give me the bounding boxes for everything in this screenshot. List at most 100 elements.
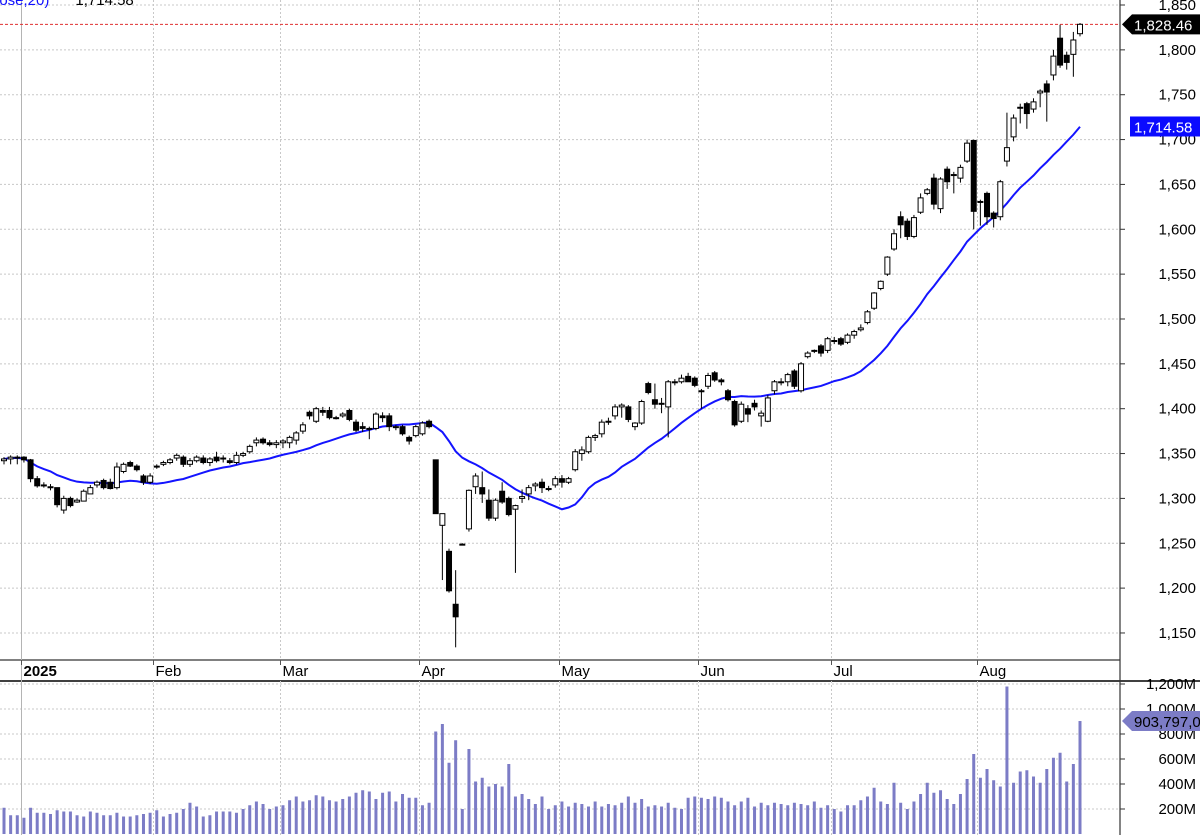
volume-bar bbox=[613, 805, 617, 834]
volume-bar bbox=[188, 802, 192, 834]
candle bbox=[970, 139, 977, 230]
candle-body-up bbox=[392, 426, 399, 429]
volume-bar bbox=[401, 794, 405, 834]
candle bbox=[326, 406, 333, 420]
volume-bar bbox=[580, 804, 584, 834]
candle bbox=[638, 399, 645, 425]
candle bbox=[1057, 24, 1064, 68]
volume-bar bbox=[9, 815, 13, 834]
candle-body-up bbox=[74, 499, 81, 503]
candle-body-down bbox=[319, 409, 326, 413]
candle bbox=[532, 482, 539, 492]
candle bbox=[565, 476, 572, 485]
candle bbox=[937, 177, 944, 214]
candle bbox=[718, 378, 725, 386]
volume-bar bbox=[148, 812, 152, 834]
candle-body-down bbox=[180, 456, 187, 465]
candle-body-up bbox=[545, 488, 552, 491]
candle-body-down bbox=[499, 490, 506, 503]
candle-body-up bbox=[612, 406, 619, 417]
volume-bar bbox=[1005, 686, 1009, 834]
candle-body-down bbox=[226, 460, 233, 464]
candle-body-up bbox=[366, 427, 373, 430]
last-price-tag-text: 1,828.46 bbox=[1134, 17, 1192, 34]
candle bbox=[585, 435, 592, 454]
volume-bar bbox=[939, 790, 943, 834]
candle-body-up bbox=[186, 460, 193, 465]
price-tick-label: 1,250 bbox=[1158, 535, 1196, 552]
candle bbox=[93, 480, 100, 488]
candle bbox=[671, 379, 678, 386]
candle-body-down bbox=[100, 479, 107, 489]
volume-bar bbox=[673, 807, 677, 834]
volume-bar bbox=[507, 764, 511, 834]
volume-bar bbox=[42, 812, 46, 834]
volume-bar bbox=[620, 802, 624, 834]
volume-bar bbox=[713, 796, 717, 834]
candle-body-up bbox=[80, 490, 87, 502]
candle-body-down bbox=[326, 409, 333, 419]
candle bbox=[479, 471, 486, 503]
candle-body-down bbox=[266, 442, 273, 446]
candle bbox=[950, 171, 957, 194]
volume-bar bbox=[55, 810, 59, 834]
candle bbox=[698, 388, 705, 409]
candle-body-down bbox=[346, 409, 353, 420]
price-tick-label: 1,850 bbox=[1158, 0, 1196, 14]
candle-body-up bbox=[286, 436, 293, 444]
volume-bar bbox=[646, 806, 650, 834]
candle bbox=[80, 489, 87, 502]
candle bbox=[844, 333, 851, 345]
volume-bar bbox=[560, 801, 564, 834]
candle bbox=[240, 451, 247, 458]
candle bbox=[133, 464, 140, 472]
volume-bar bbox=[879, 801, 883, 834]
volume-bar bbox=[1065, 781, 1069, 834]
candle bbox=[1010, 114, 1017, 142]
candle bbox=[512, 504, 519, 573]
candle bbox=[977, 199, 984, 226]
candle-body-up bbox=[512, 505, 519, 510]
candle bbox=[333, 415, 340, 420]
volume-bar bbox=[859, 800, 863, 834]
volume-bar bbox=[779, 804, 783, 834]
volume-bar bbox=[686, 797, 690, 834]
volume-bar bbox=[1051, 757, 1055, 834]
candle bbox=[439, 513, 446, 581]
volume-bar bbox=[527, 799, 531, 834]
volume-bar bbox=[958, 794, 962, 834]
volume-bar bbox=[381, 792, 385, 834]
volume-bar bbox=[826, 805, 830, 834]
candle bbox=[193, 455, 200, 463]
candle bbox=[545, 485, 552, 492]
ma-legend-label: lose,20) bbox=[0, 0, 50, 9]
candle-body-up bbox=[279, 440, 286, 444]
candle-body-up bbox=[220, 457, 227, 460]
volume-bar bbox=[494, 784, 498, 834]
volume-bar bbox=[985, 769, 989, 834]
volume-bar bbox=[215, 811, 219, 834]
candle-body-down bbox=[539, 481, 545, 489]
candle bbox=[20, 456, 27, 463]
candle bbox=[359, 422, 366, 433]
candle-body-down bbox=[724, 390, 731, 401]
volume-bar bbox=[972, 754, 976, 834]
volume-bar bbox=[640, 799, 644, 834]
volume-bar bbox=[334, 801, 338, 834]
candle-body-down bbox=[990, 212, 997, 220]
candle-body-down bbox=[432, 459, 439, 515]
volume-bar bbox=[819, 807, 823, 834]
candle bbox=[984, 191, 991, 225]
volume-bar bbox=[1071, 764, 1075, 834]
volume-bar bbox=[181, 809, 185, 834]
volume-bar bbox=[102, 815, 106, 834]
candle bbox=[286, 435, 293, 449]
candle bbox=[67, 496, 74, 508]
candle-body-up bbox=[864, 311, 871, 324]
candle bbox=[499, 482, 506, 504]
volume-bar bbox=[839, 811, 843, 834]
volume-bar bbox=[1038, 782, 1042, 834]
candle bbox=[7, 455, 14, 465]
candle bbox=[631, 422, 638, 431]
candle bbox=[1077, 22, 1083, 37]
